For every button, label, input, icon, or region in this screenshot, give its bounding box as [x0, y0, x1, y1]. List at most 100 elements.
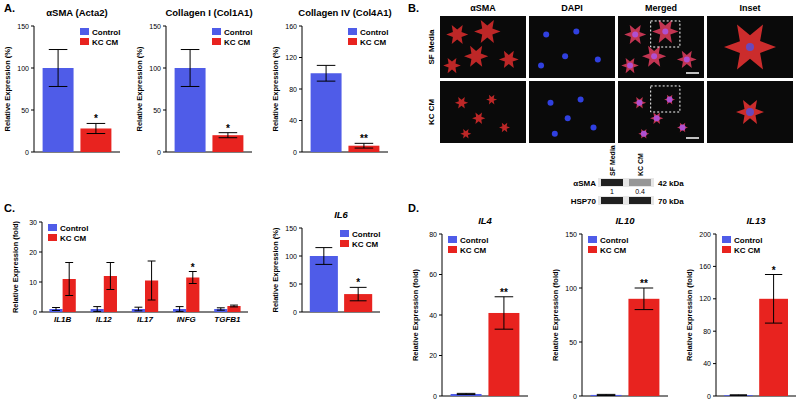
scale-bar [686, 72, 699, 74]
legend-swatch [80, 28, 89, 35]
y-axis-label: Relative Expression (fold) [411, 268, 420, 361]
cell [486, 95, 497, 105]
error-cap [181, 86, 200, 87]
cell [460, 129, 471, 139]
cell [664, 95, 675, 105]
x-tick-label: INFG [177, 315, 196, 324]
error-cap [134, 307, 142, 308]
band [629, 179, 651, 186]
band-size: 70 kDa [658, 197, 684, 206]
y-tick [439, 355, 442, 356]
y-tick-label: 100 [285, 253, 297, 260]
y-tick [299, 312, 302, 313]
error-bar [315, 248, 332, 265]
chart: 050100150IL6Relative Expression (%)*Cont… [271, 209, 380, 316]
nucleus [632, 32, 638, 38]
x-tick-label: IL12 [96, 315, 113, 324]
y-tick-label: 50 [289, 281, 297, 288]
band [601, 197, 623, 204]
band-label: αSMA [573, 179, 596, 188]
micrograph [618, 16, 704, 78]
y-tick [439, 396, 442, 397]
legend-swatch [340, 230, 349, 237]
y-tick-label: 40 [429, 312, 437, 319]
legend-label: Control [60, 224, 88, 233]
y-tick-label: 120 [699, 295, 711, 302]
nucleus [543, 32, 549, 38]
blot-strip [598, 196, 654, 205]
legend-swatch [722, 246, 731, 253]
error-cap [217, 310, 225, 311]
cell [499, 51, 519, 68]
y-tick-label: 100 [565, 285, 577, 292]
marks [49, 261, 240, 312]
micrograph [707, 81, 793, 143]
legend-swatch [348, 38, 357, 45]
error-bar [189, 272, 197, 284]
error-line [58, 50, 59, 87]
significance: ** [360, 133, 368, 144]
band-quantification: 0.4 [635, 188, 645, 195]
column-header: αSMA [470, 3, 496, 13]
legend-label: KC CM [224, 38, 251, 47]
y-tick-label: 0 [25, 149, 29, 156]
marks [310, 248, 372, 312]
y-tick-label: 120 [285, 54, 297, 61]
legend-swatch [588, 236, 597, 243]
y-tick-label: 0 [293, 149, 297, 156]
inset-box [651, 86, 680, 112]
error-cap [730, 394, 747, 395]
y-tick-label: 60 [429, 271, 437, 278]
inset-box [651, 21, 680, 47]
chart: 04080120160Collagen IV (Col4A1)Relative … [271, 7, 392, 156]
nucleus [548, 100, 554, 106]
legend-label: Control [92, 28, 120, 37]
cell [652, 20, 678, 43]
legend-swatch [448, 236, 457, 243]
y-tick-label: 160 [699, 263, 711, 270]
y-tick-label: 80 [289, 86, 297, 93]
y-tick-label: 0 [573, 393, 577, 400]
legend-label: KC CM [460, 246, 487, 255]
y-tick-label: 100 [17, 65, 29, 72]
cell [642, 46, 666, 67]
error-bar [49, 50, 68, 87]
significance: * [356, 277, 360, 288]
marks [43, 50, 112, 152]
error-bar [65, 263, 73, 296]
chart-title: IL10 [615, 215, 635, 226]
nucleus [591, 125, 597, 131]
y-tick-label: 0 [33, 309, 37, 316]
y-tick [299, 284, 302, 285]
panel-label: C. [4, 202, 15, 214]
bar [591, 395, 622, 396]
y-tick-label: 150 [565, 231, 577, 238]
legend-label: KC CM [600, 246, 627, 255]
nucleus [565, 115, 571, 121]
micrograph [529, 81, 615, 143]
marks [175, 50, 244, 152]
y-tick-label: 20 [29, 249, 37, 256]
legend-swatch [340, 240, 349, 247]
legend-swatch [348, 28, 357, 35]
error-cap [597, 395, 616, 396]
y-tick [713, 363, 716, 364]
error-bar [765, 275, 782, 324]
legend-swatch [588, 246, 597, 253]
y-tick [713, 396, 716, 397]
error-cap [52, 307, 60, 308]
legend-swatch [80, 38, 89, 45]
y-tick-label: 100 [149, 65, 161, 72]
significance: * [772, 265, 776, 276]
y-tick [163, 26, 166, 27]
y-tick [299, 120, 302, 121]
chart: 050100150IL10Relative Expression (fold)*… [551, 215, 668, 400]
error-bar [148, 261, 156, 300]
y-tick [713, 234, 716, 235]
row-label: SF Media [427, 29, 436, 65]
error-cap [597, 394, 616, 395]
legend: ControlKC CM [80, 28, 120, 47]
blot-strip [598, 178, 654, 187]
error-bar [457, 393, 476, 394]
y-tick-label: 10 [29, 279, 37, 286]
